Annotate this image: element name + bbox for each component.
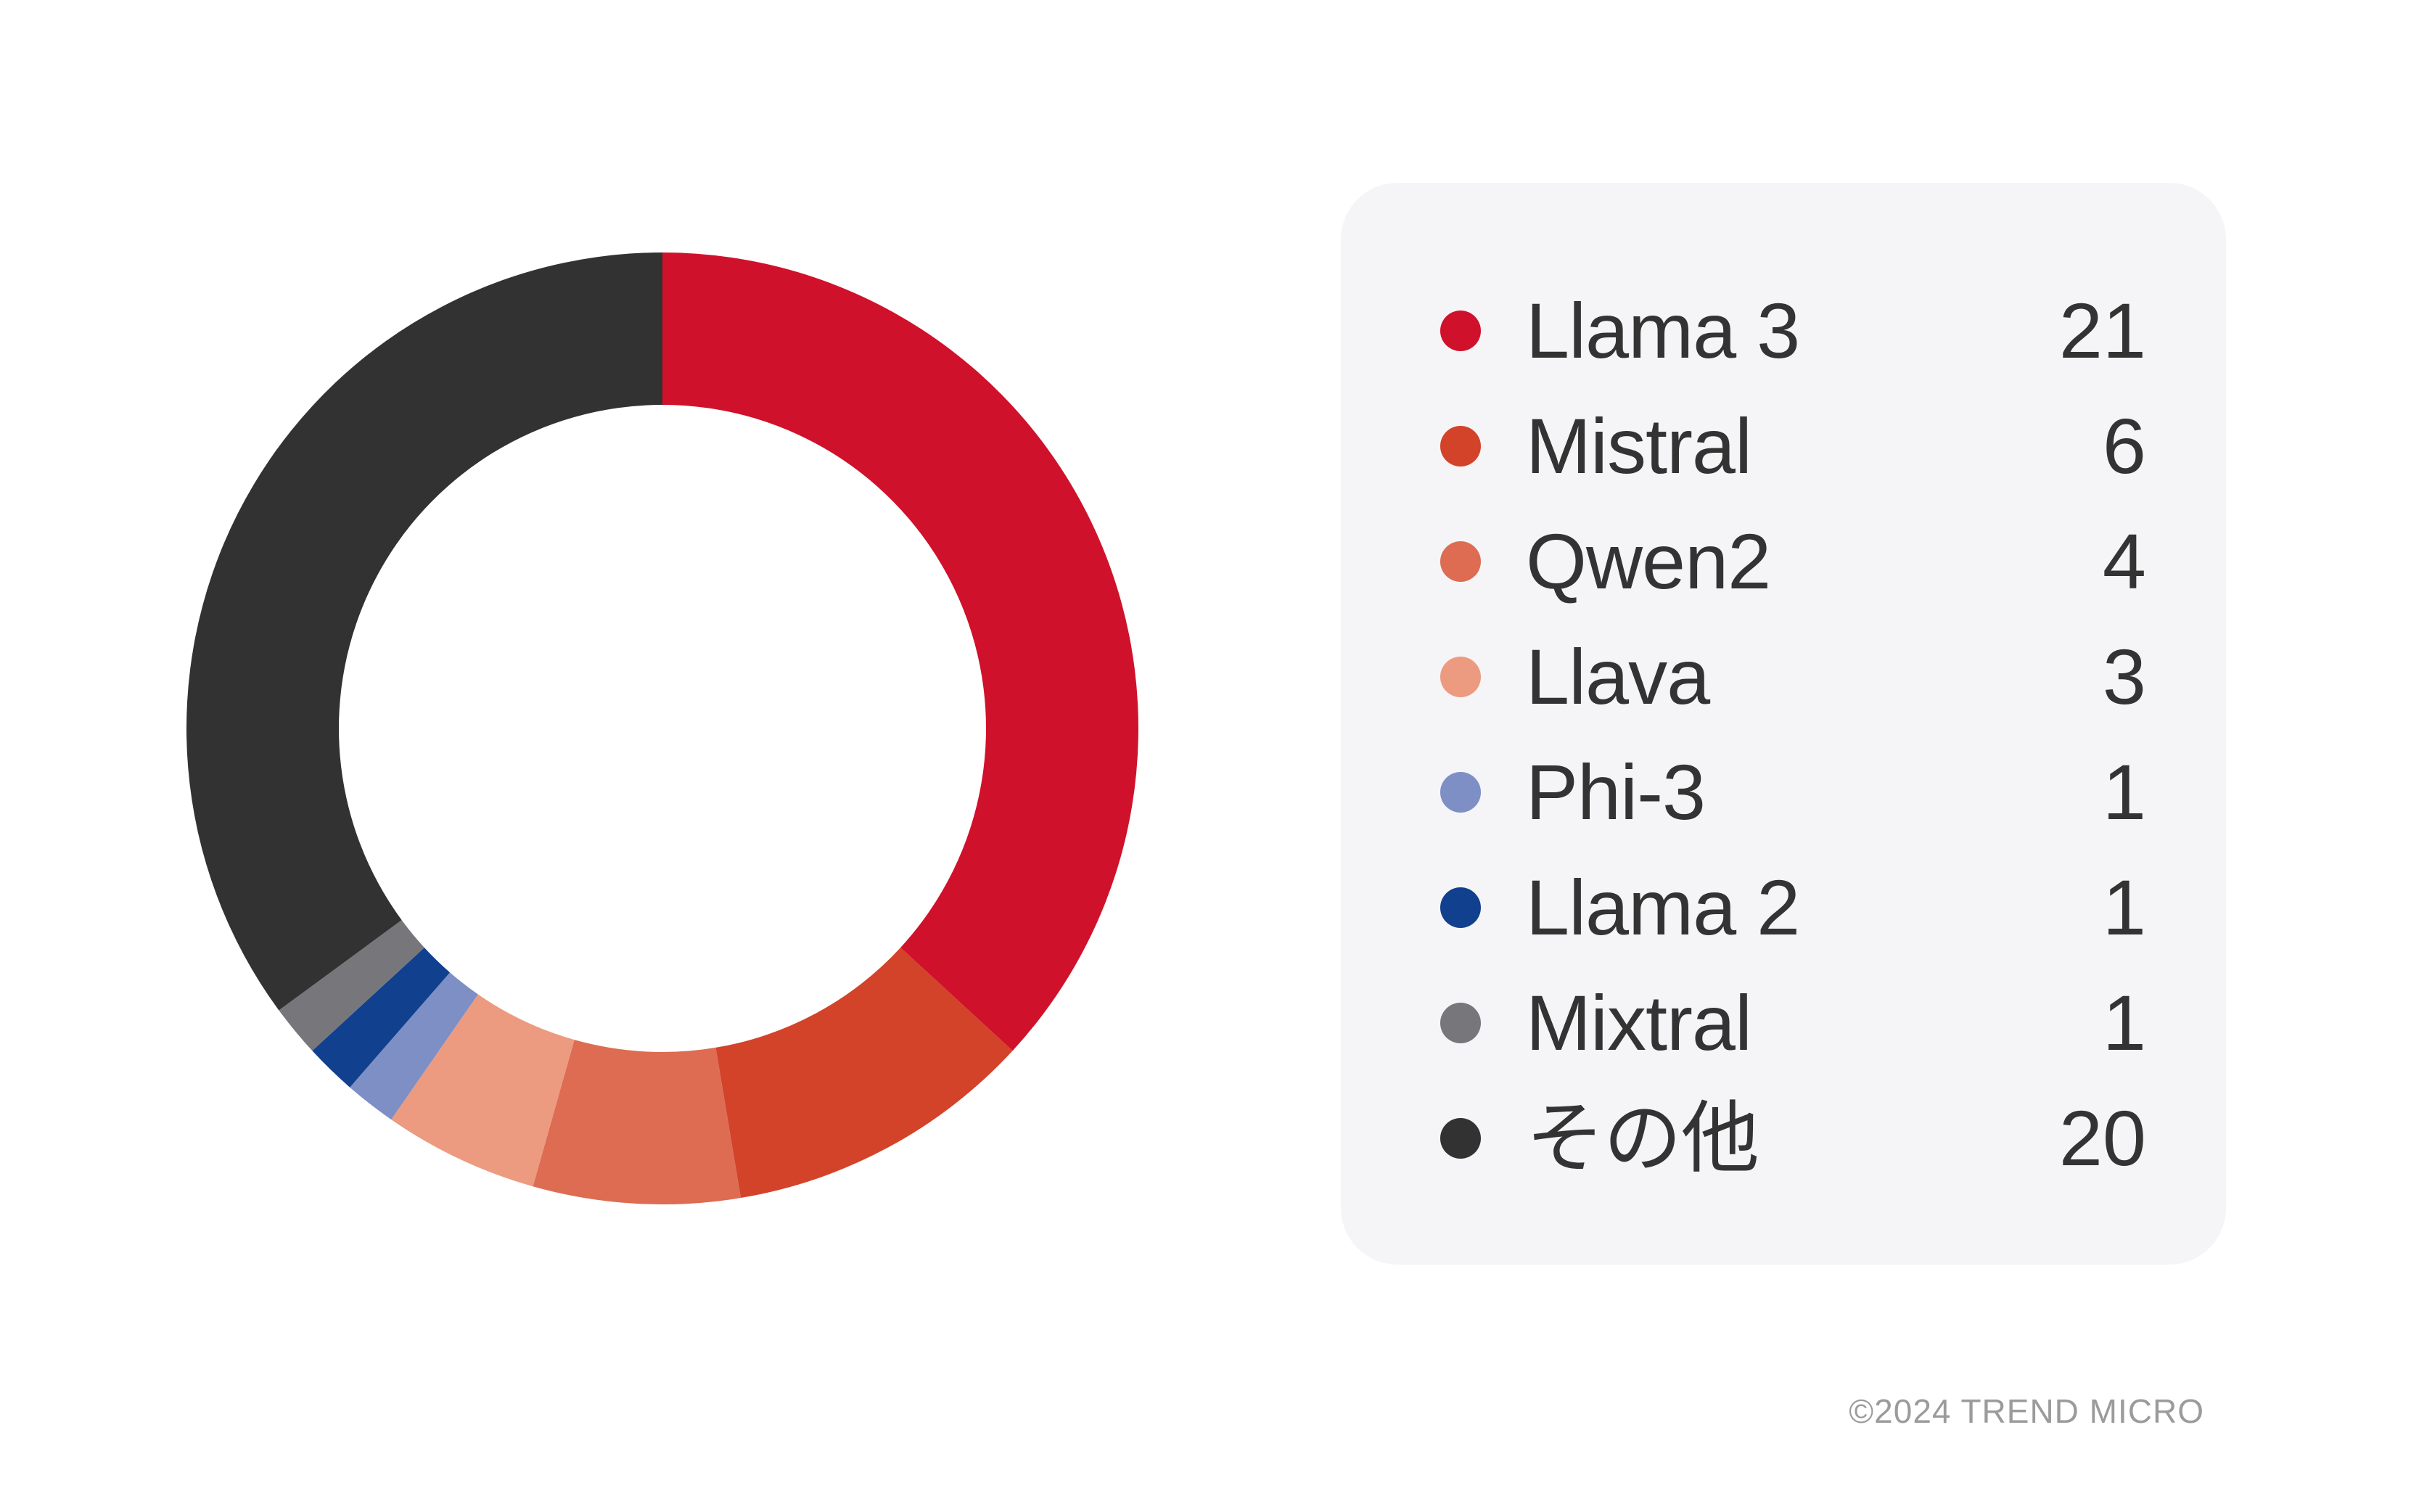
legend-row: Llava 3	[1440, 638, 2146, 716]
legend-item-value: 6	[2102, 402, 2146, 490]
legend-item-label: Llama 2	[1526, 863, 1800, 951]
donut-segment	[662, 252, 1138, 1051]
donut-segment	[350, 972, 478, 1120]
legend-item-label: Llama 3	[1526, 287, 1800, 374]
legend-color-dot-icon	[1440, 887, 1481, 928]
donut-segment	[715, 948, 1013, 1199]
legend-item-value: 1	[2102, 863, 2146, 951]
donut-chart-svg	[186, 252, 1138, 1204]
legend-item-value: 1	[2102, 748, 2146, 836]
donut-segment	[186, 252, 662, 1011]
legend-item-value: 4	[2102, 517, 2146, 605]
legend-row: Phi-3 1	[1440, 753, 2146, 831]
legend-row: Mixtral 1	[1440, 984, 2146, 1062]
legend-row: Mistral 6	[1440, 407, 2146, 485]
legend-item-label: Mistral	[1526, 402, 1752, 490]
legend-color-dot-icon	[1440, 772, 1481, 813]
donut-chart	[186, 252, 1138, 1204]
legend-item-label: Mixtral	[1526, 979, 1752, 1067]
legend-color-dot-icon	[1440, 1118, 1481, 1159]
donut-segment	[312, 948, 451, 1088]
donut-segment	[391, 994, 575, 1187]
legend-row: その他 20	[1440, 1099, 2146, 1178]
copyright-text: ©2024 TREND MICRO	[1849, 1392, 2204, 1430]
legend-item-label: Qwen2	[1526, 517, 1771, 605]
donut-segment	[279, 920, 424, 1051]
legend-item-value: 3	[2102, 633, 2146, 720]
legend-item-label: Phi-3	[1526, 748, 1706, 836]
legend-item-label: Llava	[1526, 633, 1710, 720]
legend-panel: Llama 3 21 Mistral 6 Qwen2 4 Llava 3 Phi-3 1 Llama…	[1341, 183, 2226, 1265]
legend-item-label: その他	[1526, 1094, 1759, 1182]
legend-color-dot-icon	[1440, 657, 1481, 697]
donut-segment	[533, 1040, 741, 1204]
legend-item-value: 21	[2058, 287, 2146, 374]
legend-row: Llama 3 21	[1440, 292, 2146, 370]
legend-color-dot-icon	[1440, 311, 1481, 351]
legend-item-value: 20	[2058, 1094, 2146, 1182]
legend-color-dot-icon	[1440, 426, 1481, 467]
legend-color-dot-icon	[1440, 541, 1481, 582]
legend-color-dot-icon	[1440, 1003, 1481, 1043]
legend-item-value: 1	[2102, 979, 2146, 1067]
legend-row: Qwen2 4	[1440, 522, 2146, 601]
